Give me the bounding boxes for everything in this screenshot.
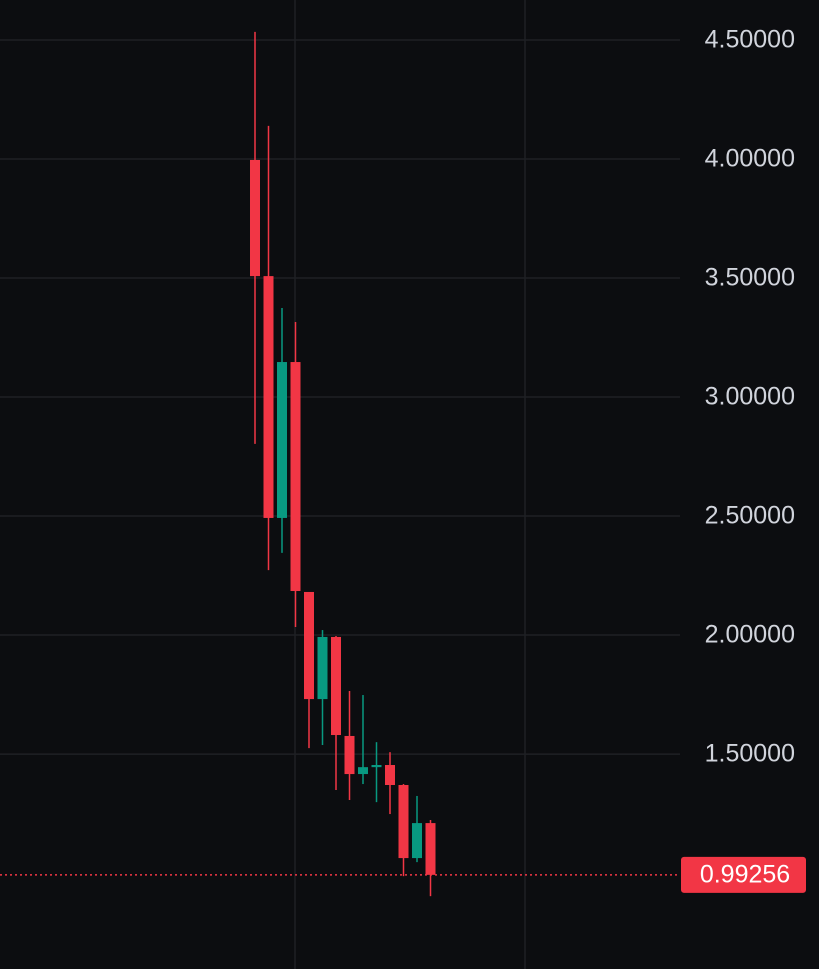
y-tick-label: 2.50000 — [705, 502, 795, 530]
last-price-box — [681, 856, 806, 893]
candle-body — [250, 159, 260, 277]
candle-body — [371, 765, 382, 768]
candle-body — [290, 362, 301, 592]
candle-body — [277, 362, 287, 518]
candle-body — [398, 785, 409, 859]
candle-body — [263, 276, 274, 518]
candle-body — [331, 636, 341, 736]
last-price-label: 0.99256 — [700, 860, 790, 888]
candle-body — [304, 591, 314, 700]
y-tick-label: 4.50000 — [705, 26, 795, 54]
candle-body — [344, 735, 355, 775]
candle-body — [385, 765, 395, 786]
y-tick-label: 4.00000 — [705, 145, 795, 173]
candle-body — [358, 767, 368, 775]
candle-body — [412, 823, 422, 859]
y-tick-label: 2.00000 — [705, 621, 795, 649]
candle-body — [425, 823, 436, 875]
y-tick-label: 3.00000 — [705, 383, 795, 411]
y-tick-label: 3.50000 — [705, 264, 795, 292]
y-tick-label: 1.50000 — [705, 740, 795, 768]
candle-body — [317, 636, 328, 700]
